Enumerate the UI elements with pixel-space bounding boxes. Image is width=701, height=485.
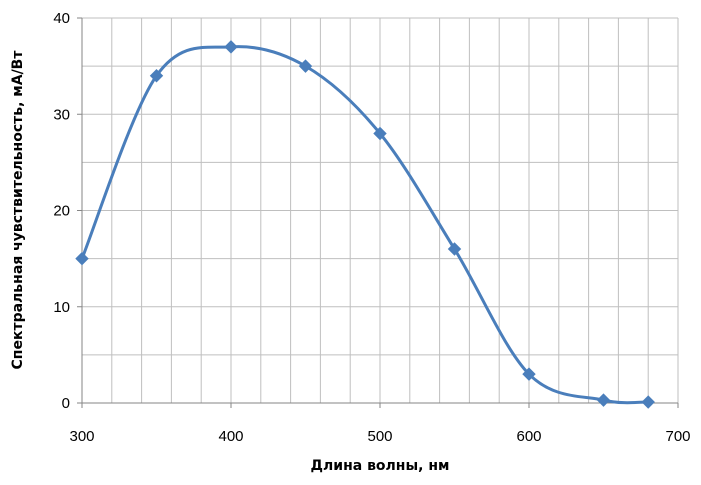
y-axis-title: Спектральная чувствительность, мА/Вт: [10, 50, 26, 370]
x-tick-label: 300: [69, 428, 94, 445]
axes: [77, 17, 679, 408]
x-tick-label: 400: [218, 428, 243, 445]
x-tick-labels: 300 400 500 600 700: [69, 428, 690, 445]
data-point-marker: [522, 367, 536, 381]
grid-lines: [82, 17, 679, 403]
y-tick-labels: 0 10 20 30 40: [53, 10, 70, 412]
data-point-marker: [149, 69, 164, 83]
series-line: [80, 45, 650, 405]
data-point-marker: [596, 393, 611, 407]
data-point-marker: [373, 126, 387, 141]
series-group: [75, 40, 655, 409]
y-tick-label: 0: [62, 395, 70, 412]
x-tick-label: 700: [665, 428, 690, 445]
data-point-marker: [75, 251, 89, 266]
data-point-marker: [447, 242, 462, 256]
y-tick-label: 20: [53, 203, 70, 220]
data-point-marker: [641, 395, 655, 409]
data-point-marker: [298, 59, 313, 73]
x-tick-label: 500: [367, 428, 392, 445]
data-point-marker: [224, 40, 238, 54]
x-axis-title: Длина волны, нм: [311, 458, 450, 474]
x-tick-label: 600: [516, 428, 541, 445]
y-tick-label: 10: [53, 299, 70, 316]
y-tick-label: 30: [53, 106, 70, 123]
y-tick-label: 40: [53, 10, 70, 27]
